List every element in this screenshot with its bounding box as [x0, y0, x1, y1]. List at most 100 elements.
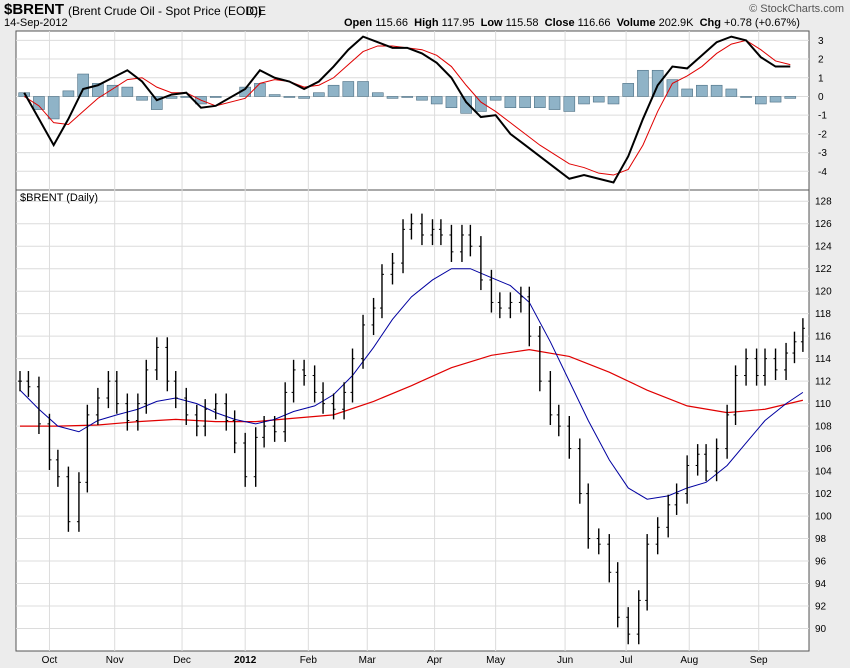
change-label: Chg [699, 17, 721, 29]
ohlc-summary: Open 115.66 High 117.95 Low 115.58 Close… [344, 17, 800, 29]
histogram-bar [769, 96, 782, 103]
histogram-bar [489, 96, 502, 101]
histogram-bar [755, 96, 767, 105]
histogram-bar [592, 96, 605, 103]
histogram-bar [416, 96, 428, 101]
histogram-bar [92, 83, 104, 97]
price-y-tick-label: 98 [815, 534, 827, 545]
price-panel [15, 189, 810, 652]
price-y-tick-label: 90 [815, 624, 827, 635]
brand-watermark: © StockCharts.com [749, 3, 844, 15]
histogram-bar [651, 69, 664, 97]
low-label: Low [480, 17, 503, 29]
histogram-bar [209, 96, 222, 98]
histogram-bar [622, 83, 635, 97]
short-moving-average-line [19, 268, 804, 500]
volume-label: Volume [616, 17, 656, 29]
histogram-bar [33, 96, 45, 110]
price-y-tick-label: 100 [815, 512, 832, 523]
histogram-bar [534, 96, 546, 108]
price-panel-label: $BRENT (Daily) [20, 192, 98, 204]
histogram-bar [445, 96, 458, 108]
histogram-bar [475, 96, 487, 112]
price-y-tick-label: 116 [815, 332, 831, 343]
change-value: +0.78 (+0.67%) [724, 17, 800, 29]
histogram-bar [504, 96, 517, 108]
histogram-bar [121, 86, 134, 97]
macd-y-tick-label: 2 [818, 55, 824, 66]
histogram-bar [401, 96, 414, 98]
histogram-bar [460, 96, 472, 114]
high-label: High [414, 17, 439, 29]
volume-value: 202.9K [658, 17, 694, 29]
price-y-tick-label: 94 [815, 579, 827, 590]
macd-y-tick-label: -3 [818, 148, 827, 159]
histogram-bar [637, 69, 649, 97]
x-tick-label: Jun [557, 655, 573, 666]
high-value: 117.95 [441, 17, 475, 29]
close-value: 116.66 [577, 17, 611, 29]
price-y-tick-label: 126 [815, 219, 832, 230]
price-y-tick-label: 118 [815, 309, 831, 320]
histogram-bar [313, 92, 325, 97]
macd-panel [15, 30, 810, 191]
x-tick-label: Nov [106, 655, 124, 666]
price-y-tick-label: 114 [815, 354, 831, 365]
histogram-bar [136, 96, 148, 101]
histogram-bar [357, 81, 369, 97]
macd-y-tick-label: -4 [818, 167, 827, 178]
histogram-bar [563, 96, 576, 112]
instrument-name: (Brent Crude Oil - Spot Price (EOD)) [68, 4, 263, 18]
histogram-bar [578, 96, 590, 105]
symbol-title: $BRENT [4, 1, 65, 18]
price-y-tick-label: 112 [815, 377, 831, 388]
histogram-bar [62, 90, 75, 97]
macd-y-tick-label: -1 [818, 111, 827, 122]
x-tick-label: Oct [42, 655, 58, 666]
histogram-bar [696, 84, 708, 97]
open-value: 115.66 [375, 17, 409, 29]
histogram-bar [327, 84, 340, 97]
histogram-bar [371, 92, 384, 97]
histogram-bar [784, 96, 797, 99]
histogram-bar [342, 81, 355, 97]
histogram-bar [386, 96, 399, 99]
axis-labels: Oct Nov Dec 2012 Feb Mar Apr May Jun Jul Aug Sep 3 2 1… [42, 36, 832, 666]
histogram-bar [268, 94, 281, 97]
histogram-bar [430, 96, 443, 105]
open-label: Open [344, 17, 373, 29]
histogram-bar [298, 96, 310, 99]
price-y-tick-label: 92 [815, 602, 827, 613]
histogram-bar [150, 96, 163, 110]
histogram-bar [77, 73, 89, 97]
x-tick-label: 2012 [234, 655, 257, 666]
macd-plot [18, 35, 797, 184]
histogram-bar [47, 96, 60, 120]
price-y-tick-label: 106 [815, 444, 832, 455]
price-y-tick-label: 110 [815, 399, 831, 410]
price-y-tick-label: 120 [815, 287, 832, 298]
x-tick-label: Dec [173, 655, 191, 666]
histogram-bar [710, 84, 723, 97]
histogram-bar [283, 96, 296, 98]
histogram-bar [106, 84, 119, 97]
histogram-bar [725, 88, 738, 97]
price-y-tick-label: 104 [815, 467, 832, 478]
price-y-tick-label: 122 [815, 264, 832, 275]
signal-line [23, 39, 791, 176]
price-y-tick-label: 96 [815, 557, 827, 568]
histogram-bar [607, 96, 620, 105]
x-tick-label: Feb [300, 655, 318, 666]
macd-line [23, 35, 791, 184]
macd-y-tick-label: -2 [818, 129, 827, 140]
x-tick-label: Mar [359, 655, 377, 666]
exchange-label: ICE [246, 4, 267, 18]
histogram-bar [519, 96, 531, 108]
histogram-bar [254, 83, 266, 97]
close-label: Close [544, 17, 575, 29]
histogram-bar [666, 79, 679, 97]
price-plot [18, 213, 805, 645]
macd-y-tick-label: 3 [818, 36, 824, 47]
